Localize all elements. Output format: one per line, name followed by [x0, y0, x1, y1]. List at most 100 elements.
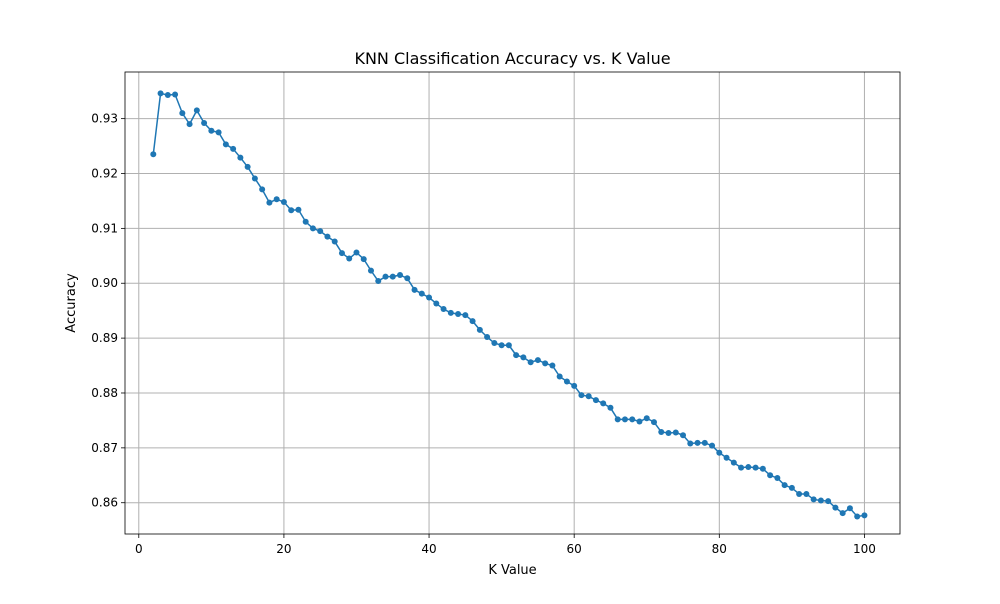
- y-tick-label: 0.87: [91, 441, 118, 455]
- data-point: [767, 472, 774, 479]
- data-point: [658, 428, 665, 435]
- data-point: [629, 416, 636, 423]
- data-point: [556, 373, 563, 380]
- data-point: [157, 90, 164, 97]
- data-point: [375, 278, 382, 285]
- data-point: [150, 151, 157, 158]
- data-point: [600, 400, 607, 407]
- x-tick-label: 80: [712, 542, 727, 556]
- data-point: [651, 419, 658, 426]
- data-point: [280, 199, 287, 206]
- data-point: [411, 286, 418, 293]
- data-point: [360, 256, 367, 263]
- data-point: [317, 228, 324, 235]
- data-point: [846, 505, 853, 512]
- data-point: [309, 225, 316, 232]
- data-point: [643, 415, 650, 422]
- chart-title: KNN Classification Accuracy vs. K Value: [354, 49, 670, 68]
- data-point: [164, 92, 171, 99]
- grid-lines: [125, 72, 900, 534]
- y-tick-label: 0.89: [91, 331, 118, 345]
- data-point: [346, 255, 353, 262]
- data-point: [179, 110, 186, 117]
- data-point: [273, 196, 280, 203]
- data-point: [447, 309, 454, 316]
- data-point: [861, 512, 868, 519]
- data-point: [549, 362, 556, 369]
- data-point: [738, 464, 745, 471]
- y-tick-label: 0.91: [91, 221, 118, 235]
- series-layer: [150, 90, 868, 520]
- data-point: [716, 449, 723, 456]
- data-point: [208, 127, 215, 134]
- data-point: [745, 464, 752, 471]
- data-point: [476, 326, 483, 333]
- data-point: [186, 121, 193, 128]
- data-point: [839, 510, 846, 517]
- data-point: [331, 238, 338, 245]
- data-point: [781, 482, 788, 489]
- data-point: [701, 439, 708, 446]
- data-point: [418, 290, 425, 297]
- data-point: [810, 496, 817, 503]
- data-point: [244, 163, 251, 170]
- data-point: [759, 465, 766, 472]
- data-point: [513, 352, 520, 359]
- axis-ticks: 0 20 40 60 80 100 0.86 0.87 0.88 0.89 0.90 0.91 0.92…: [91, 112, 876, 556]
- x-tick-label: 40: [421, 542, 436, 556]
- data-point: [578, 392, 585, 399]
- data-point: [694, 439, 701, 446]
- data-point: [426, 294, 433, 301]
- data-point: [259, 186, 266, 193]
- data-point: [338, 250, 345, 257]
- data-point: [353, 249, 360, 256]
- data-point: [505, 342, 512, 349]
- data-point: [288, 207, 295, 214]
- data-point: [462, 312, 469, 319]
- data-point: [469, 318, 476, 325]
- data-point: [193, 107, 200, 114]
- data-point: [621, 416, 628, 423]
- data-point: [709, 442, 716, 449]
- data-point: [520, 354, 527, 361]
- data-point: [672, 429, 679, 436]
- y-tick-label: 0.86: [91, 496, 118, 510]
- data-point: [266, 199, 273, 206]
- data-point: [172, 91, 179, 98]
- data-point: [397, 272, 404, 279]
- data-point: [796, 490, 803, 497]
- data-point: [222, 141, 229, 148]
- data-point: [563, 378, 570, 385]
- data-point: [237, 154, 244, 161]
- data-point: [832, 504, 839, 511]
- data-point: [389, 273, 396, 280]
- data-point: [825, 498, 832, 505]
- data-point: [665, 430, 672, 437]
- data-point: [404, 275, 411, 282]
- data-point: [491, 340, 498, 347]
- data-point: [614, 416, 621, 423]
- x-tick-label: 20: [276, 542, 291, 556]
- y-tick-label: 0.90: [91, 276, 118, 290]
- x-axis-label: K Value: [488, 563, 536, 578]
- data-point: [215, 129, 222, 136]
- data-point: [251, 175, 258, 182]
- data-point: [527, 359, 534, 366]
- y-tick-label: 0.92: [91, 167, 118, 181]
- data-point: [295, 206, 302, 213]
- x-tick-label: 0: [135, 542, 143, 556]
- x-tick-label: 100: [853, 542, 876, 556]
- plot-frame: [124, 71, 901, 535]
- data-point: [723, 454, 730, 461]
- data-point: [324, 233, 331, 240]
- data-point: [774, 475, 781, 482]
- data-point: [571, 382, 578, 389]
- data-point: [592, 397, 599, 404]
- y-tick-label: 0.93: [91, 112, 118, 126]
- data-point: [817, 497, 824, 504]
- data-point: [455, 310, 462, 317]
- data-point: [367, 267, 374, 274]
- data-point: [585, 393, 592, 400]
- data-point: [484, 334, 491, 341]
